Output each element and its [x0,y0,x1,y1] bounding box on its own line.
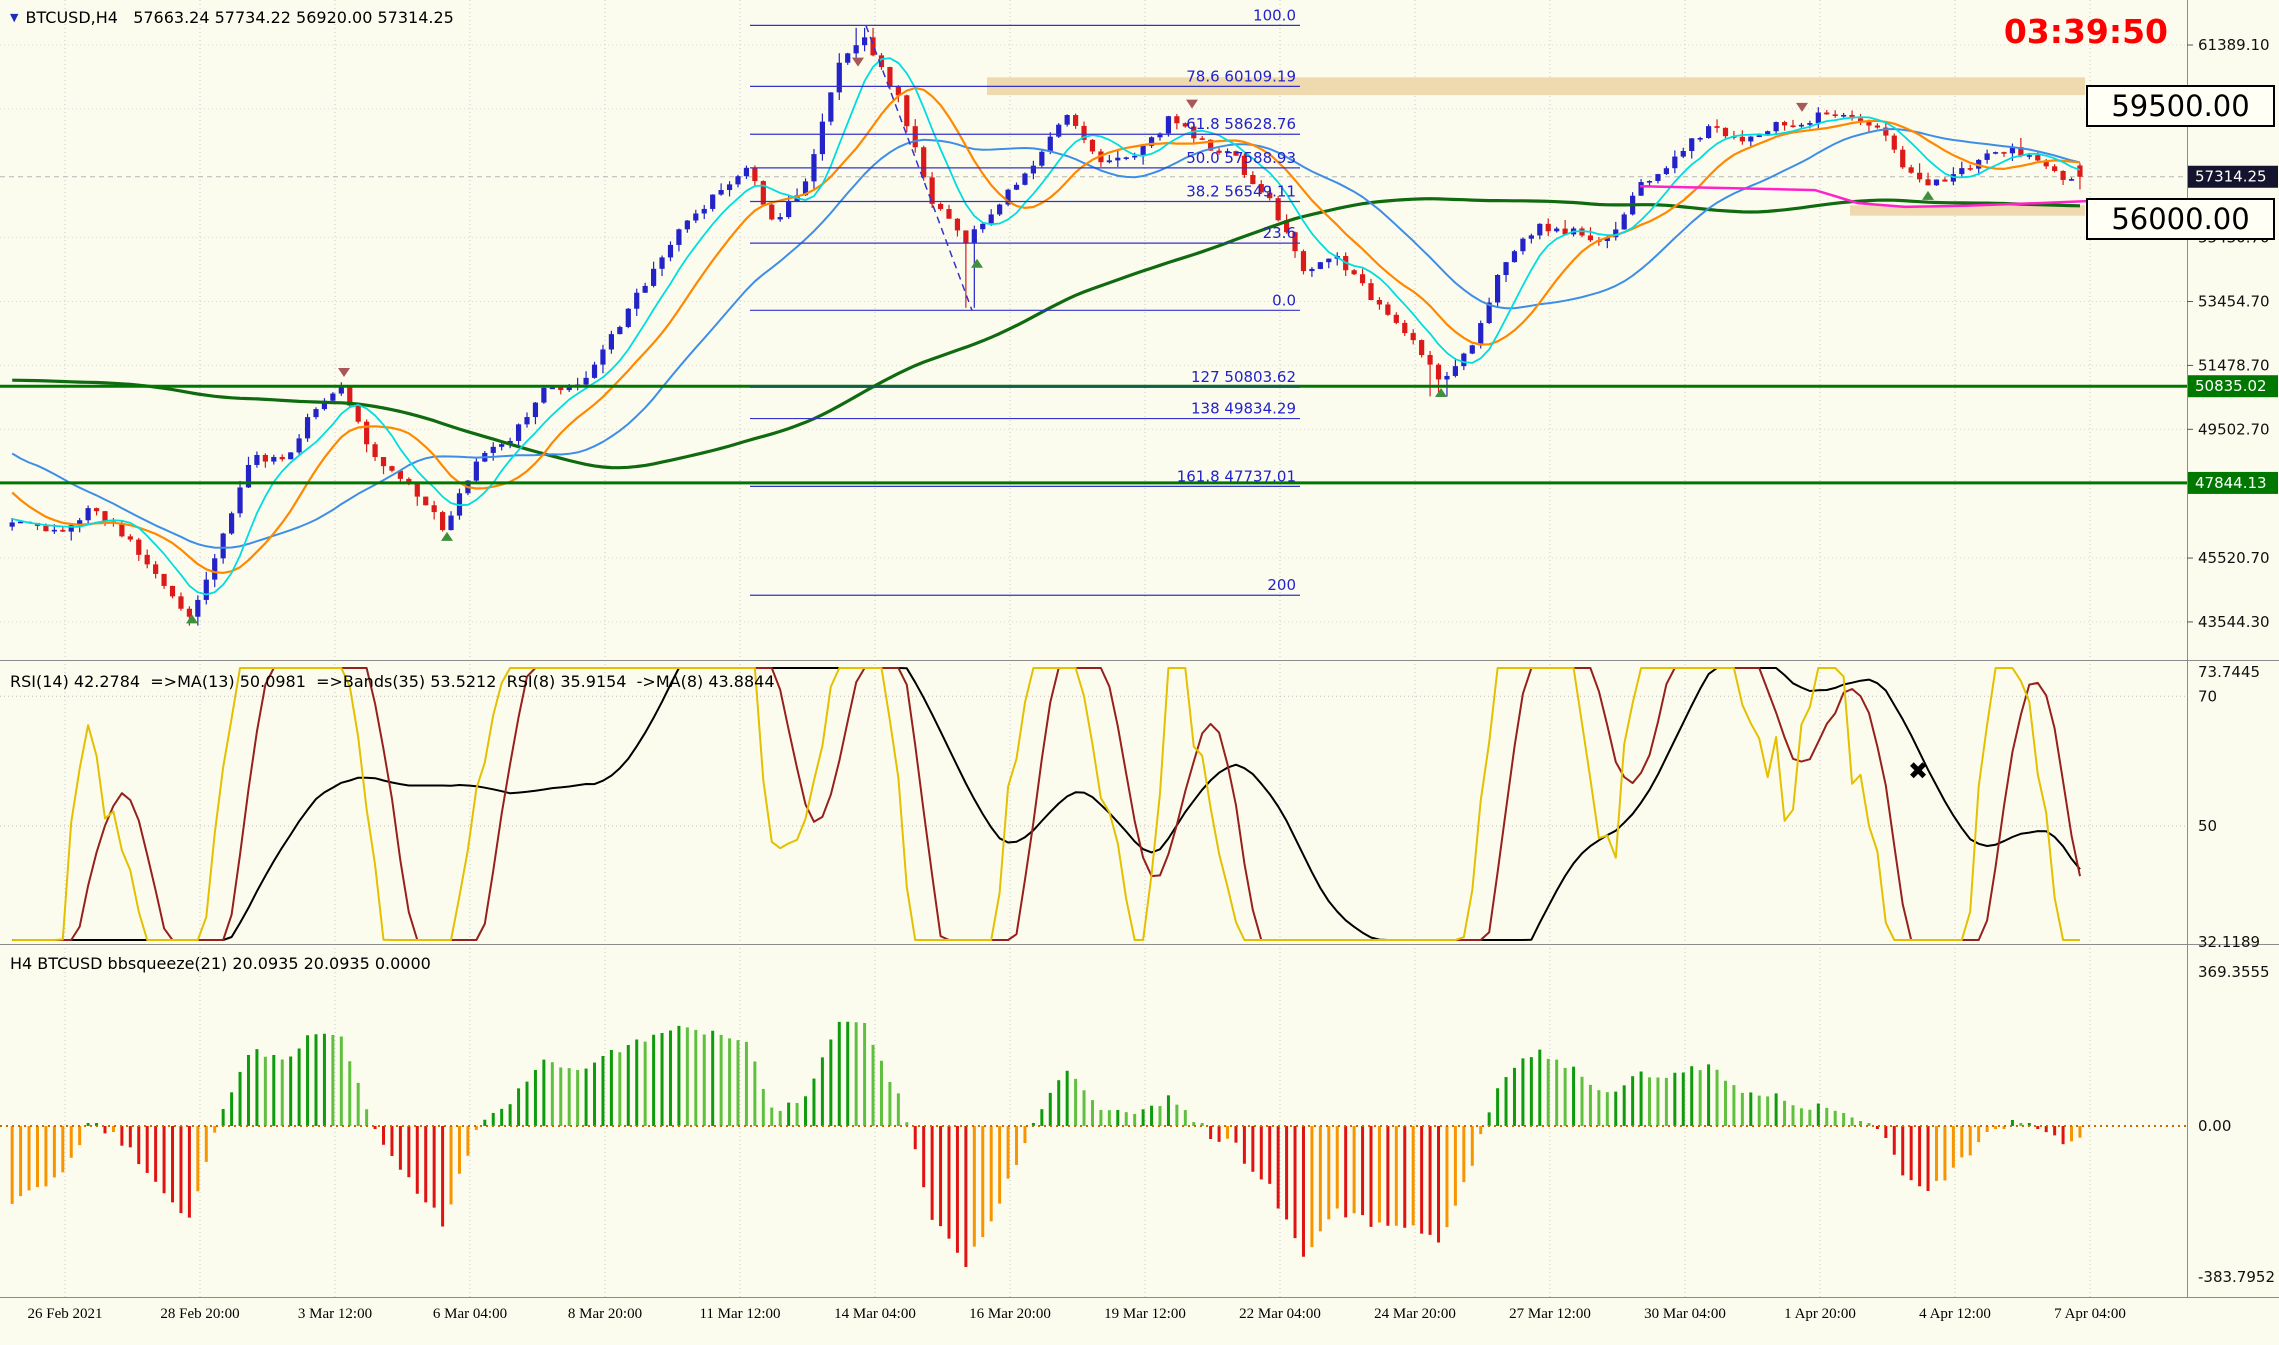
date-axis-label: 30 Mar 04:00 [1644,1306,1726,1322]
rectangle-zone[interactable] [987,77,2085,96]
fib-level-label: 127 50803.62 [1191,368,1296,386]
date-axis-label: 22 Mar 04:00 [1239,1306,1321,1322]
supply-demand-zones [987,77,2085,216]
fib-level-label: 200 [1267,576,1296,594]
squeeze-scale-label: -383.7952 [2198,1268,2275,1286]
fib-level-label: 61.8 58628.76 [1186,115,1296,133]
candle-countdown-timer: 03:39:50 [2003,12,2168,51]
date-axis-label: 28 Feb 20:00 [160,1306,239,1322]
trade-signal-arrow-up[interactable] [1435,388,1447,398]
current-price-tag-text: 57314.25 [2195,168,2267,186]
trade-signal-arrow-up[interactable] [971,258,983,268]
symbol-ohlc-text: BTCUSD,H4 57663.24 57734.22 56920.00 573… [25,8,454,27]
horizontal-support-lines [0,384,2187,485]
price-tick-label: 61389.10 [2198,36,2270,54]
trade-signal-arrow-down[interactable] [1796,102,1808,112]
symbol-ohlc-header: ▼ BTCUSD,H4 57663.24 57734.22 56920.00 57… [10,8,454,27]
fib-level-label: 138 49834.29 [1191,400,1296,418]
ma-mid-line [11,86,2081,575]
magenta-overlay-line[interactable] [1639,185,2088,209]
date-axis-label: 1 Apr 20:00 [1784,1306,1856,1322]
rsi-gold-line [12,667,2080,941]
trade-signal-arrow-up[interactable] [441,531,453,541]
hline-price-tag-text: 47844.13 [2195,474,2267,492]
symbol-marker-icon[interactable]: ▼ [10,11,19,24]
rsi-scale-label: 50 [2198,817,2217,835]
date-axis-label: 24 Mar 20:00 [1374,1306,1456,1322]
current-price-tag [2188,165,2278,188]
trade-signal-arrow-down[interactable] [852,57,864,67]
hline-price-tag-text: 50835.02 [2195,377,2267,395]
rsi-indicator-header: RSI(14) 42.2784 =>MA(13) 50.0981 =>Bands… [10,672,775,691]
rsi-scale-label: 70 [2198,687,2217,705]
price-tick-label: 49502.70 [2198,420,2270,438]
rsi-lines: ✖ [12,667,2081,941]
trade-signal-arrow-down[interactable] [338,367,350,377]
fib-level-label: 50.0 57588.93 [1186,149,1296,167]
hline-price-tag [2188,471,2278,494]
squeeze-scale-label: 0.00 [2198,1117,2231,1135]
date-axis-label: 11 Mar 12:00 [699,1306,780,1322]
ma-long-line [12,197,2081,470]
fib-level-label: 0.0 [1272,291,1296,309]
date-axis-label: 7 Apr 04:00 [2054,1306,2126,1322]
price-level-label-56000[interactable]: 56000.00 [2086,198,2275,240]
fib-level-label: 100.0 [1253,6,1296,24]
rectangle-zone[interactable] [1850,205,2085,216]
date-axis-label: 27 Mar 12:00 [1509,1306,1591,1322]
moving-averages [11,57,2088,596]
trade-signal-arrow-down[interactable] [1186,99,1198,109]
date-axis-label: 6 Mar 04:00 [433,1306,507,1322]
date-axis-label: 14 Mar 04:00 [834,1306,916,1322]
squeeze-histogram [10,1021,2082,1268]
date-axis: 26 Feb 2021 28 Feb 20:00 3 Mar 12:00 6 Mar … [28,1306,2126,1322]
rsi-signal-black-line [12,667,2081,941]
price-tick-label: 51478.70 [2198,356,2270,374]
fib-level-label: 161.8 47737.01 [1177,467,1296,485]
rsi-close-marker[interactable]: ✖ [1908,757,1928,785]
rsi-ma-maroon-line [12,667,2081,941]
price-tick-label: 43544.30 [2198,613,2270,631]
squeeze-scale-label: 369.3555 [2198,963,2270,981]
signal-arrows [186,57,1934,624]
trade-signal-arrow-up[interactable] [1922,190,1934,200]
fib-level-label: 78.6 60109.19 [1186,67,1296,85]
date-axis-label: 26 Feb 2021 [28,1306,103,1322]
date-axis-label: 19 Mar 12:00 [1104,1306,1186,1322]
date-axis-label: 4 Apr 12:00 [1919,1306,1991,1322]
date-axis-label: 8 Mar 20:00 [568,1306,642,1322]
rsi-scale-label: 32.1189 [2198,933,2260,951]
hline-price-tag [2188,375,2278,398]
price-level-label-59500[interactable]: 59500.00 [2086,85,2275,127]
fibonacci-retracement: 100.0 78.6 60109.19 61.8 58628.76 50.0 5758… [750,6,1300,596]
date-axis-label: 3 Mar 12:00 [298,1306,372,1322]
ma-slow-line [11,128,2081,549]
grid-lines [0,0,2187,1297]
rsi-scale-label: 73.7445 [2198,663,2260,681]
ma-fast-line [12,57,2081,596]
fib-level-label: 23.6 [1263,224,1296,242]
price-tick-label: 45520.70 [2198,549,2270,567]
trade-signal-arrow-up[interactable] [186,614,198,624]
price-tick-label: 53454.70 [2198,293,2270,311]
fib-level-label: 38.2 56549.11 [1186,182,1296,200]
squeeze-indicator-header: H4 BTCUSD bbsqueeze(21) 20.0935 20.0935 … [10,954,431,973]
date-axis-label: 16 Mar 20:00 [969,1306,1051,1322]
candles-layer [9,27,2083,626]
fib-trend-line[interactable] [865,25,973,311]
